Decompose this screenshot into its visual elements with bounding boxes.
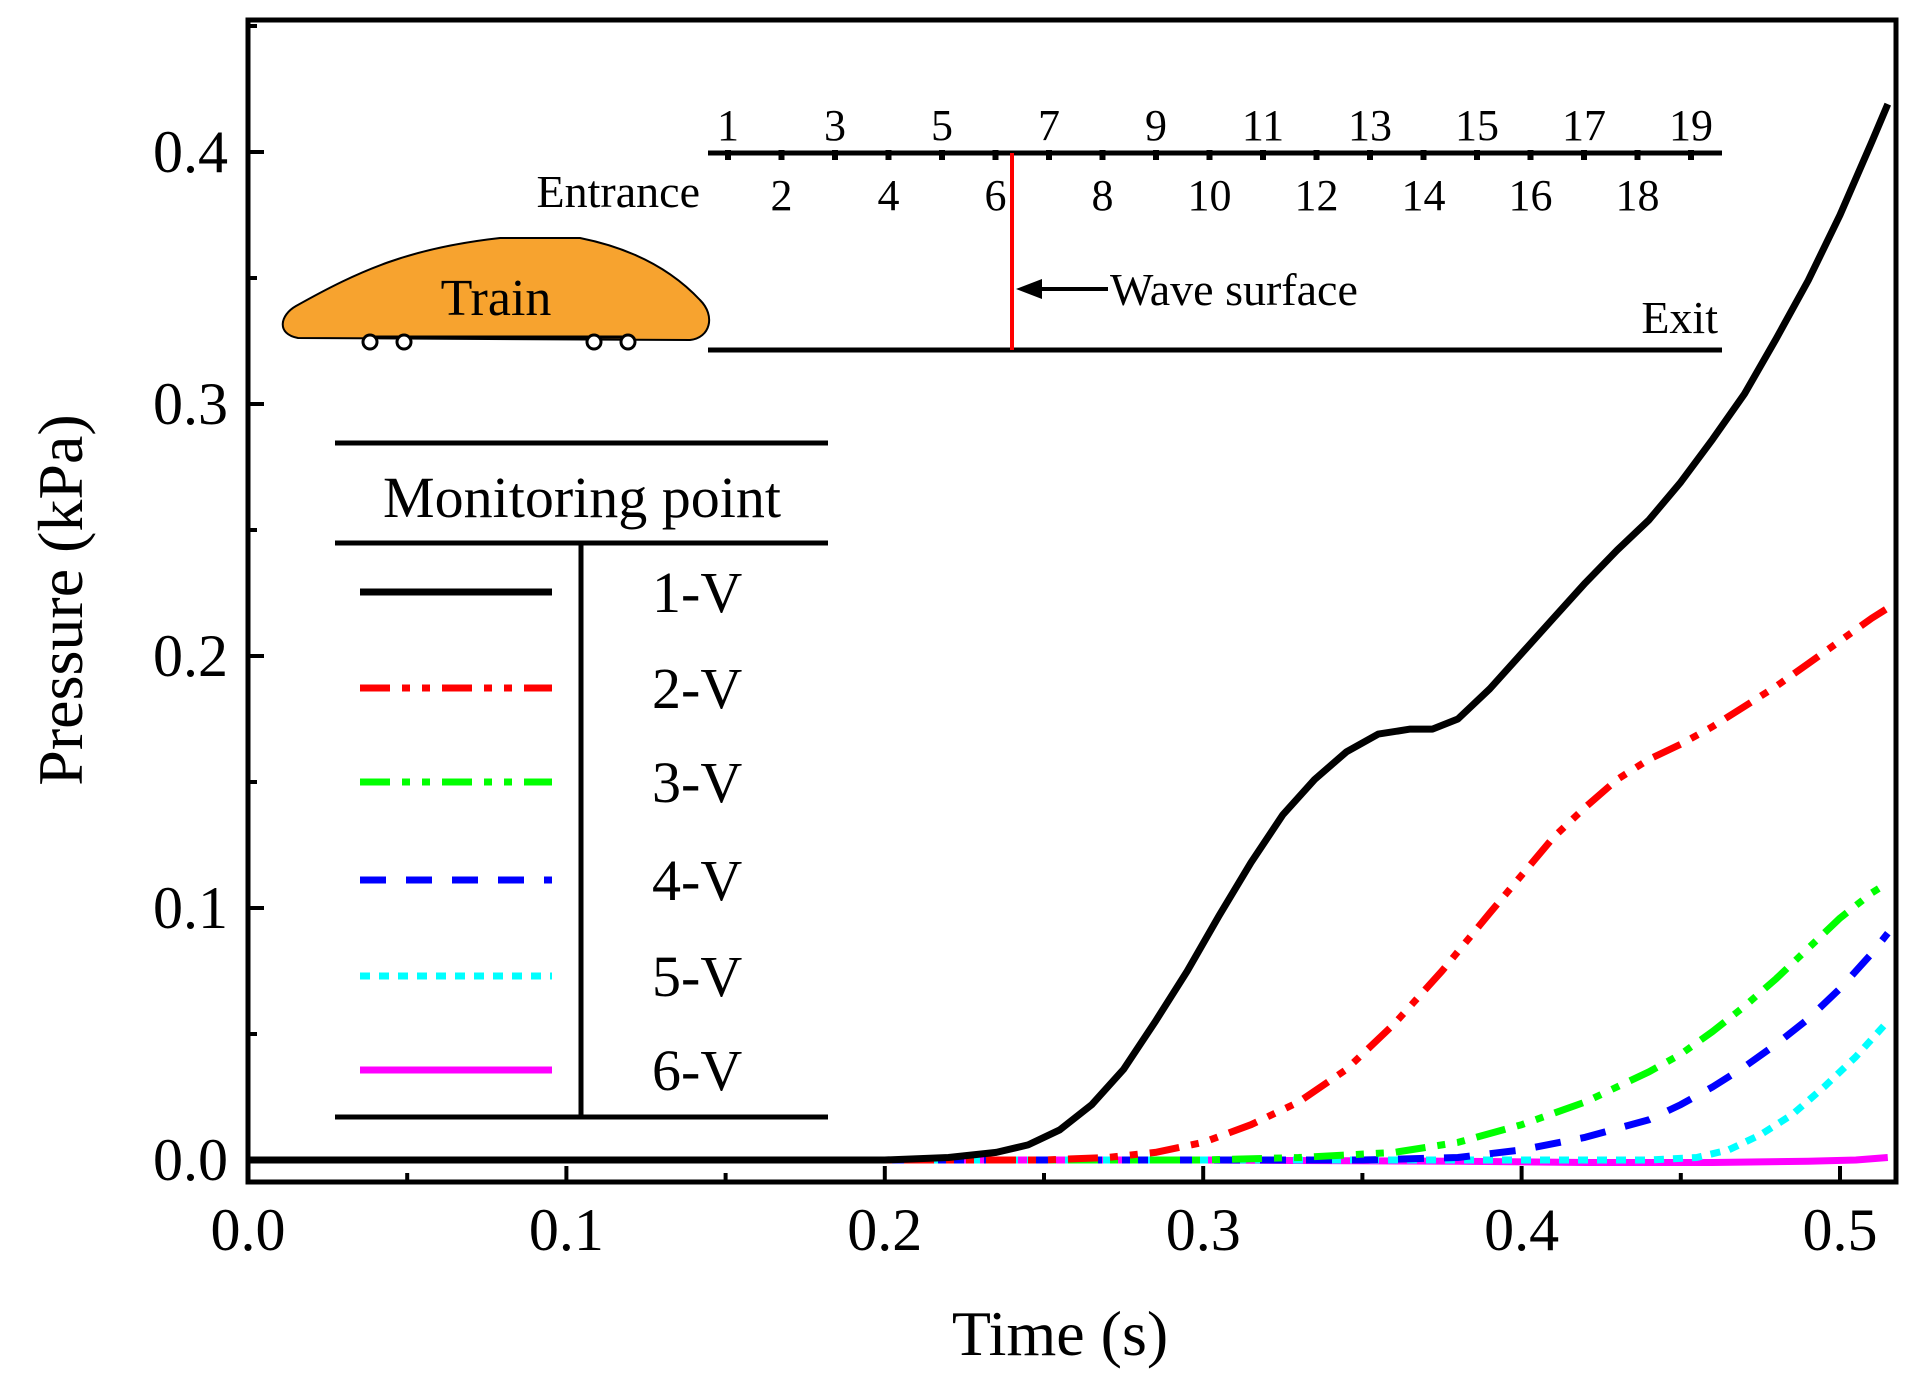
monitoring-point-label: 1 — [717, 101, 739, 150]
monitoring-point-labels: 1 3 5 7 9 11 13 15 17 192 4 6 8 10 12 14 16 18 — [717, 101, 1713, 220]
tunnel-diagram: 1 3 5 7 9 11 13 15 17 192 4 6 8 10 12 14 16 18 Entrance E… — [281, 101, 1722, 353]
series-line-1-V — [248, 102, 1892, 1164]
legend-label: 2-V — [652, 656, 742, 721]
monitoring-point-label: 2 — [771, 171, 793, 220]
train-wheel — [361, 333, 379, 351]
monitoring-point-mark — [1474, 150, 1480, 160]
plot-frame — [245, 17, 1899, 1185]
axis-ticks — [246, 24, 1842, 1182]
monitoring-point-mark — [1581, 150, 1587, 160]
y-tick-label: 0.1 — [153, 875, 228, 941]
monitoring-point-label: 15 — [1455, 101, 1499, 150]
series-layer — [248, 102, 1892, 1166]
x-tick-label: 0.1 — [529, 1197, 604, 1263]
x-tick-labels: 0.0 0.1 0.2 0.3 0.4 0.5 — [211, 1197, 1878, 1263]
series-line-4-V — [248, 931, 1891, 1164]
monitoring-point-label: 10 — [1188, 171, 1232, 220]
train-wheel — [395, 333, 413, 351]
train-wheel — [619, 333, 637, 351]
monitoring-point-mark — [725, 150, 731, 160]
monitoring-point-mark — [1367, 150, 1373, 160]
y-tick-label: 0.0 — [153, 1127, 228, 1193]
legend: Monitoring point 1-V 2-V 3-V 4-V 5-V 6-V — [335, 440, 828, 1120]
x-tick-label: 0.3 — [1166, 1197, 1241, 1263]
x-axis-title: Time (s) — [952, 1298, 1168, 1369]
entrance-label: Entrance — [537, 166, 700, 217]
monitoring-point-label: 13 — [1348, 101, 1392, 150]
monitoring-point-mark — [992, 150, 999, 160]
train-wheel — [585, 333, 603, 351]
monitoring-point-label: 19 — [1669, 101, 1713, 150]
monitoring-point-label: 6 — [985, 171, 1007, 220]
monitoring-point-mark — [1688, 150, 1694, 160]
monitoring-point-mark — [1099, 150, 1106, 160]
monitoring-point-mark — [1313, 150, 1320, 160]
monitoring-point-label: 18 — [1616, 171, 1660, 220]
monitoring-point-label: 3 — [824, 101, 846, 150]
monitoring-point-mark — [939, 150, 945, 160]
monitoring-point-label: 8 — [1092, 171, 1114, 220]
x-tick-label: 0.2 — [847, 1197, 922, 1263]
monitoring-point-mark — [778, 150, 785, 160]
monitoring-point-label: 17 — [1562, 101, 1606, 150]
train-label: Train — [441, 270, 552, 327]
monitoring-point-mark — [1260, 150, 1266, 160]
train-body — [281, 237, 710, 342]
monitoring-point-mark — [1046, 150, 1052, 160]
x-tick-label: 0.0 — [211, 1197, 286, 1263]
legend-label: 4-V — [652, 848, 742, 913]
wave-arrow-head — [1016, 279, 1042, 299]
monitoring-point-label: 7 — [1038, 101, 1060, 150]
series-line-2-V — [248, 605, 1890, 1164]
x-tick-label: 0.5 — [1803, 1197, 1878, 1263]
legend-label: 5-V — [652, 944, 742, 1009]
exit-label: Exit — [1641, 292, 1718, 343]
y-tick-label: 0.4 — [153, 119, 228, 185]
y-axis-title: Pressure (kPa) — [25, 414, 96, 785]
monitoring-point-label: 5 — [931, 101, 953, 150]
monitoring-point-label: 9 — [1145, 101, 1167, 150]
monitoring-point-mark — [1153, 150, 1159, 160]
monitoring-point-mark — [1634, 150, 1641, 160]
legend-label: 6-V — [652, 1038, 742, 1103]
series-line-5-V — [248, 1019, 1891, 1164]
monitoring-point-mark — [1420, 150, 1427, 160]
y-tick-labels: 0.0 0.1 0.2 0.3 0.4 — [153, 119, 228, 1193]
monitoring-point-label: 12 — [1295, 171, 1339, 220]
legend-entries: 1-V 2-V 3-V 4-V 5-V 6-V — [360, 560, 742, 1103]
monitoring-point-label: 11 — [1242, 101, 1284, 150]
monitoring-point-mark — [1206, 150, 1213, 160]
legend-label: 3-V — [652, 750, 742, 815]
monitoring-point-label: 4 — [878, 171, 900, 220]
monitoring-point-label: 14 — [1402, 171, 1446, 220]
y-tick-label: 0.2 — [153, 623, 228, 689]
monitoring-point-label: 16 — [1509, 171, 1553, 220]
legend-label: 1-V — [652, 560, 742, 625]
monitoring-point-mark — [832, 150, 838, 160]
monitoring-point-mark — [885, 150, 892, 160]
legend-title: Monitoring point — [383, 465, 781, 530]
monitoring-point-mark — [1527, 150, 1534, 160]
monitoring-point-marks — [725, 150, 1694, 160]
x-tick-label: 0.4 — [1484, 1197, 1559, 1263]
wave-surface-label: Wave surface — [1110, 264, 1358, 315]
y-tick-label: 0.3 — [153, 371, 228, 437]
